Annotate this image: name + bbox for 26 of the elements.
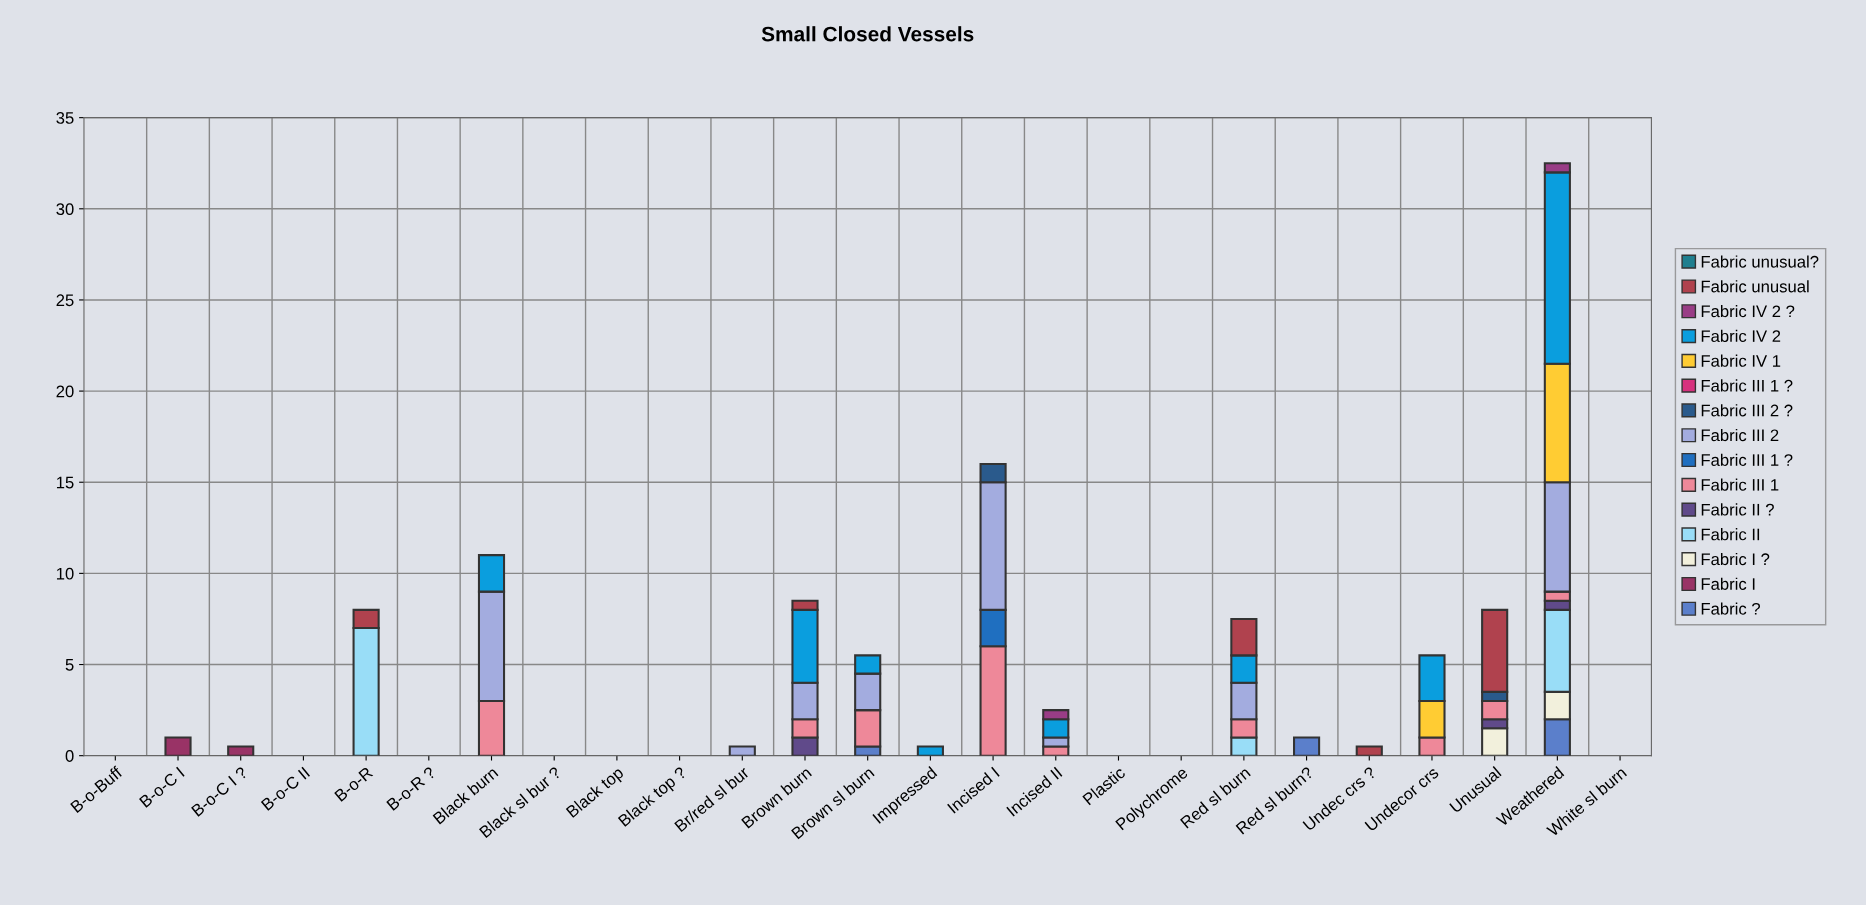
y-tick-label: 0 [65,750,74,762]
y-tick-label: 20 [56,385,74,398]
legend-label: Fabric ? [1701,602,1760,615]
legend-label: Fabric II ? [1701,503,1774,516]
y-tick-label: 30 [56,203,74,215]
y-tick-label: 10 [56,567,74,580]
legend-label: Fabric IV 2 ? [1701,304,1795,318]
legend-label: Fabric III 1 ? [1701,379,1793,392]
legend-label: Fabric IV 2 [1701,329,1781,343]
y-tick-label: 35 [56,112,74,124]
legend-label: Fabric II [1701,528,1760,541]
y-tick-label: 25 [56,294,74,307]
legend-label: Fabric I ? [1701,552,1770,566]
legend-label: Fabric III 2 [1701,428,1779,442]
legend-label: Fabric IV 1 [1701,354,1781,367]
legend-label: Fabric I [1701,577,1755,590]
bar [164,736,192,756]
legend-label: Fabric III 1 [1701,478,1779,491]
legend-label: Fabric III 1 ? [1701,453,1793,466]
bar [1292,736,1321,756]
legend-label: Fabric unusual [1701,280,1809,293]
y-tick-label: 15 [56,476,74,489]
legend-label: Fabric unusual? [1701,255,1819,268]
legend-label: Fabric III 2 ? [1701,404,1793,417]
y-tick-label: 5 [65,659,74,671]
chart-title: Small Closed Vessels [761,26,974,42]
